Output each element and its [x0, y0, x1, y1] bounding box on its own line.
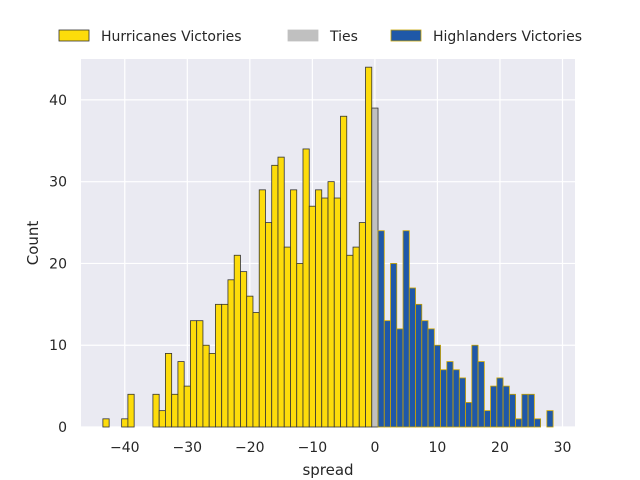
y-tick-label: 30 [49, 175, 67, 191]
histogram-bar [390, 263, 398, 428]
x-tick-label: 0 [370, 440, 379, 456]
histogram-bar [171, 393, 179, 428]
x-tick-label: 10 [429, 440, 447, 456]
x-tick-label: −40 [110, 440, 140, 456]
histogram-bar [277, 156, 285, 428]
histogram-bar [221, 303, 229, 428]
histogram-bar [496, 377, 504, 428]
histogram-bar [483, 410, 491, 428]
histogram-bar [233, 254, 241, 428]
legend-swatch [287, 29, 319, 42]
y-tick-label: 0 [58, 420, 67, 436]
histogram-bar [308, 205, 316, 428]
histogram-bar [446, 361, 454, 428]
histogram-bar [352, 246, 360, 428]
histogram-bar [165, 352, 173, 428]
histogram-bar [152, 393, 160, 428]
histogram-bar [477, 361, 485, 428]
histogram-bar [127, 393, 135, 428]
histogram-bar [177, 361, 185, 428]
histogram-bar [533, 418, 542, 428]
histogram-bar [427, 328, 435, 428]
y-tick-label: 20 [49, 256, 67, 272]
legend-label: Ties [329, 29, 358, 45]
histogram-bar [283, 246, 291, 428]
histogram-bar [271, 164, 279, 428]
x-axis-label: spread [302, 461, 353, 479]
histogram-bar [396, 328, 404, 428]
histogram-bar [296, 263, 304, 428]
histogram-bar [327, 181, 335, 428]
x-tick-labels: −40 −30 −20 −10 0 10 20 30 [110, 440, 571, 456]
histogram-bar [265, 222, 273, 428]
histogram-bar [333, 197, 341, 428]
histogram-bar [215, 303, 223, 428]
x-tick-label: 20 [491, 440, 509, 456]
histogram-bar [190, 320, 198, 428]
legend-swatch [58, 29, 90, 42]
histogram-bar [358, 222, 366, 428]
histogram-bar [383, 320, 391, 428]
histogram-bar [402, 230, 410, 428]
histogram-bar [302, 148, 310, 428]
histogram-bar [202, 344, 210, 428]
histogram-bar [440, 369, 448, 428]
histogram-bar [433, 344, 441, 428]
histogram-bar [158, 410, 166, 428]
x-tick-label: −20 [235, 440, 265, 456]
histogram-bar [196, 320, 204, 428]
histogram-bar [421, 320, 429, 428]
histogram-bar [240, 271, 248, 428]
histogram-bar [458, 377, 466, 428]
histogram-bar [527, 393, 535, 428]
histogram-bar [452, 369, 460, 428]
legend-label: Hurricanes Victories [101, 29, 242, 45]
histogram-bar [546, 410, 554, 428]
legend-label: Highlanders Victories [433, 29, 582, 45]
histogram-bar [252, 312, 260, 428]
histogram-bar [102, 418, 110, 428]
histogram-bar [377, 230, 385, 428]
histogram-bar [515, 418, 523, 428]
histogram-bar [258, 189, 266, 428]
histogram-bar [246, 295, 254, 428]
bars-group [102, 66, 554, 428]
histogram-bar [290, 189, 298, 428]
histogram-bar [365, 66, 373, 428]
histogram-bar [408, 287, 416, 428]
histogram-bar [340, 115, 348, 428]
legend: Hurricanes Victories Ties Highlanders Vict… [58, 29, 582, 45]
histogram-bar [183, 385, 191, 428]
x-tick-label: 30 [554, 440, 572, 456]
histogram-bar [508, 393, 516, 428]
y-tick-label: 10 [49, 338, 67, 354]
histogram-bar [490, 385, 498, 428]
y-tick-labels: 0 10 20 30 40 [49, 93, 67, 436]
histogram-bar [346, 254, 354, 428]
histogram-bar [415, 303, 423, 428]
histogram-bar [208, 352, 216, 428]
histogram-bar [471, 344, 479, 428]
y-axis-label: Count [24, 221, 42, 266]
histogram-bar [315, 189, 323, 428]
histogram-bar [465, 402, 473, 428]
histogram-bar [521, 393, 529, 428]
legend-swatch [390, 29, 422, 42]
x-tick-label: −30 [173, 440, 203, 456]
histogram-bar [371, 107, 379, 428]
histogram-bar [227, 279, 235, 428]
x-tick-label: −10 [298, 440, 328, 456]
y-tick-label: 40 [49, 93, 67, 109]
histogram-bar [502, 385, 510, 428]
histogram-bar [321, 197, 329, 428]
histogram-bar [121, 418, 129, 428]
